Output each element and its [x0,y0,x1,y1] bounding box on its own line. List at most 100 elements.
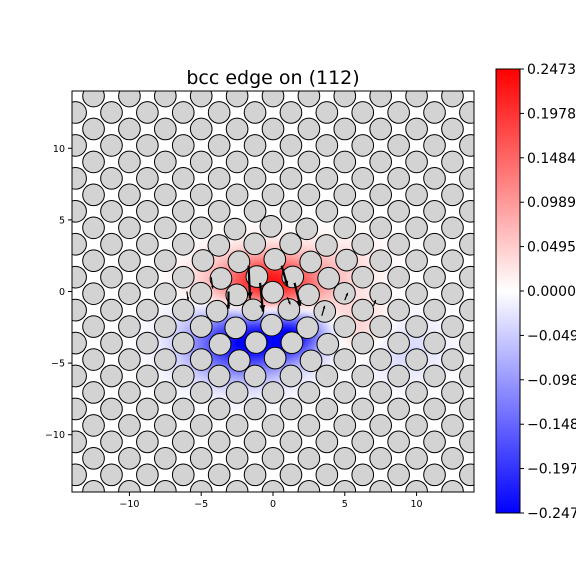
grid-dot [237,499,238,500]
atom [29,398,51,420]
atom [29,365,51,387]
grid-dot [111,87,112,88]
atom [369,315,393,338]
atom [460,69,482,91]
atom [118,315,141,338]
atom [153,183,177,207]
displacement-arrow [321,305,326,317]
displacement-arrow [210,277,214,289]
atom [65,497,87,519]
grid-dot [147,87,148,88]
atom [279,397,303,421]
atom [299,349,323,373]
y-axis: −10 −5 0 5 10 [45,144,72,441]
atom [441,249,464,273]
atom [118,447,141,470]
atom [333,479,357,492]
atom [333,150,357,174]
grid-dot [524,71,525,72]
atom [459,463,474,487]
atom [279,232,302,256]
grid-dot [524,268,525,269]
atom [315,199,339,223]
atom [423,167,446,190]
atom [82,381,105,404]
atom [297,117,321,141]
grid-dot [416,71,417,72]
grid-dot [165,499,166,500]
atom [29,69,51,91]
atom [259,215,283,238]
atom [333,216,357,240]
grid-dot [524,400,525,401]
atom [171,463,195,487]
atom [82,315,105,338]
plot-area [29,69,525,519]
atom [72,167,87,190]
atom [441,150,464,174]
grid-dot [488,235,489,236]
atom [351,298,375,322]
atom [47,283,69,305]
grid-dot [524,170,525,171]
atom [207,134,231,157]
atom [263,346,287,370]
atom [369,216,393,240]
grid-dot [470,87,471,88]
atom [352,497,374,519]
grid-dot [524,367,525,368]
atom [82,479,105,492]
atom [317,266,340,290]
atom [459,101,474,124]
colorbar-tick-label: −0.2473 [527,506,576,522]
atom [261,414,285,437]
grid-dot [488,170,489,171]
x-axis: −10 −5 0 5 10 [119,492,423,510]
atom [47,85,69,107]
atom [405,381,428,404]
colorbar-tick-label: 0.1484 [527,151,576,167]
x-tick-label: 5 [342,499,348,510]
atom [100,232,123,256]
atom [441,479,464,492]
atom [47,480,69,502]
atom [207,463,231,487]
grid-dot [488,71,489,72]
atom [72,331,87,355]
grid-dot [488,433,489,434]
atom [315,364,339,388]
grid-dot [488,104,489,105]
grid-dot [524,301,525,302]
atom [369,150,393,174]
atom [101,69,123,91]
grid-dot [488,334,489,335]
atom [441,348,464,371]
atom [297,183,321,207]
atom [280,497,302,519]
atom [29,233,51,255]
atom [153,414,177,437]
atom [405,91,428,108]
atom [315,101,339,124]
atom [441,91,464,108]
atom [136,265,159,289]
atom [351,101,375,124]
atom [423,331,446,355]
atom [369,117,393,141]
atom [335,248,358,272]
atom [313,300,337,323]
atom [189,479,213,492]
atom [279,364,303,388]
colorbar-tick-label: −0.0989 [527,373,576,389]
atom [441,315,464,338]
grid-dot [57,137,58,138]
atom [225,414,249,437]
y-tick-label: −10 [45,430,65,441]
atom [100,134,123,157]
atom [243,232,267,256]
grid-dot [165,71,166,72]
atom [153,91,177,108]
grid-dot [524,466,525,467]
atom [244,497,266,519]
atom [424,69,446,91]
